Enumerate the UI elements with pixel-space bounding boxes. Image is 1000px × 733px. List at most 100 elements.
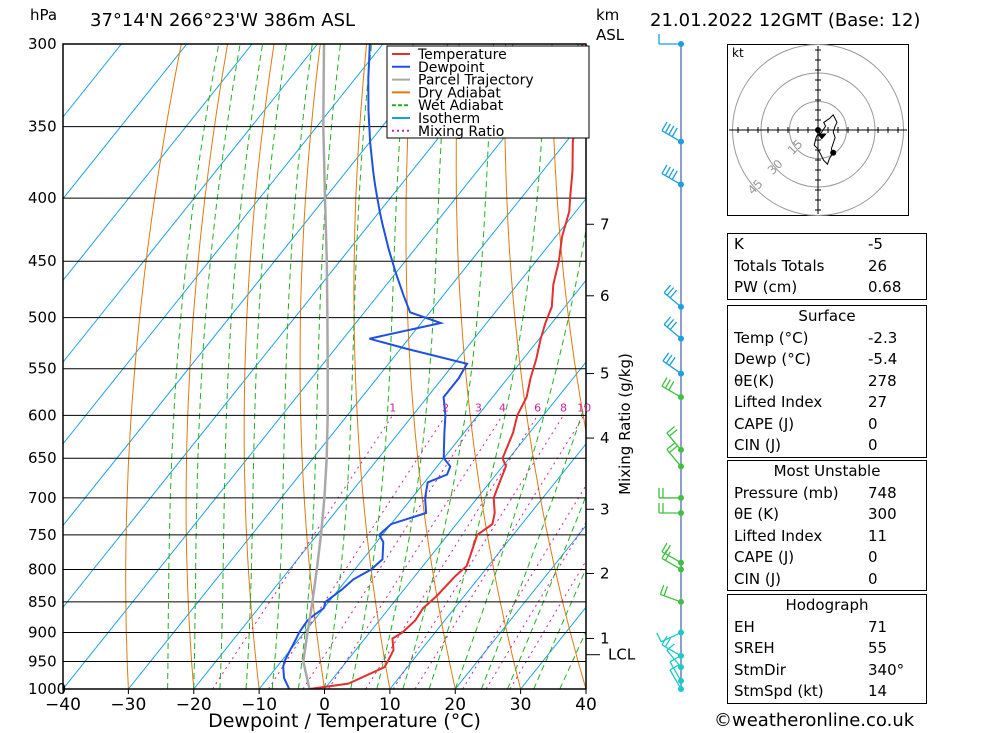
mixing-ratio-line xyxy=(462,484,586,689)
row-label: CAPE (J) xyxy=(734,548,795,566)
row-label: CIN (J) xyxy=(734,569,782,588)
mixing-ratio-line xyxy=(212,415,394,689)
wind-barb xyxy=(661,557,682,571)
x-tick-label: 30 xyxy=(510,695,532,715)
km-tick-label: 2 xyxy=(600,564,610,582)
hodo-trace xyxy=(813,113,838,166)
pressure-tick-label: 550 xyxy=(28,360,57,378)
row-value: -2.3 xyxy=(868,328,898,347)
wind-barb-flag xyxy=(666,287,675,296)
row-label: Lifted Index xyxy=(734,526,823,545)
x-tick-label: 40 xyxy=(575,695,597,715)
row-value: 300 xyxy=(868,505,897,523)
legend-label: Dry Adiabat xyxy=(418,85,501,101)
wind-barb-flag xyxy=(661,635,668,646)
mixing-ratio-label: 3 xyxy=(475,401,482,414)
row-label: SREH xyxy=(734,639,775,657)
wind-barb xyxy=(662,360,682,375)
wind-barb xyxy=(661,385,682,398)
mixing-ratio-label: 1 xyxy=(389,401,396,414)
table-row: StmSpd (kt) 14 xyxy=(728,681,926,703)
wind-barb-flag xyxy=(668,429,678,437)
temperature-line xyxy=(309,44,584,689)
row-value: 748 xyxy=(868,483,897,502)
mixing-ratio-line xyxy=(302,415,479,689)
row-label: θE (K) xyxy=(734,505,779,523)
wind-barb-flag xyxy=(664,551,671,561)
km-label: km xyxy=(596,6,620,24)
dry-adiabat xyxy=(405,44,456,689)
wind-barb xyxy=(666,649,682,668)
parcel-trajectory-line xyxy=(302,44,329,689)
table-row: Dewp (°C) -5.4 xyxy=(728,349,926,371)
mixing-ratio-line xyxy=(509,559,586,689)
wet-adiabat xyxy=(297,44,341,689)
km-tick-label: 7 xyxy=(600,215,610,233)
table-row: θE(K) 278 xyxy=(728,371,926,393)
wind-barb-flag xyxy=(664,379,671,389)
wind-barb xyxy=(669,661,682,682)
table-row: K -5 xyxy=(728,234,926,256)
legend-label: Dewpoint xyxy=(418,60,485,76)
row-label: CIN (J) xyxy=(734,436,782,454)
hodo-end-marker xyxy=(830,149,837,156)
wind-barb-flag xyxy=(661,542,668,553)
pressure-tick-label: 600 xyxy=(28,406,57,424)
wind-barb-flag xyxy=(661,164,668,174)
skewt-chart: 3003504004505005506006507007508008509009… xyxy=(28,34,684,732)
row-label: StmSpd (kt) xyxy=(734,682,824,700)
hodograph-table: Hodograph EH 71 SREH 55 StmDir 340° StmSpd (kt)… xyxy=(727,594,927,704)
datetime-label: 21.01.2022 12GMT (Base: 12) xyxy=(650,10,921,31)
isotherm xyxy=(193,197,586,689)
table-row: Totals Totals 26 xyxy=(728,256,926,278)
row-value: 0 xyxy=(868,414,878,433)
wind-barb-flag xyxy=(664,123,671,133)
pressure-tick-label: 700 xyxy=(28,489,57,507)
wet-adiabat xyxy=(533,567,586,689)
mixing-ratio-label: 4 xyxy=(499,401,506,414)
table-row: PW (cm) 0.68 xyxy=(728,277,926,299)
wind-barb-flag xyxy=(663,316,672,325)
wind-barb-flag xyxy=(668,381,675,391)
row-label: CAPE (J) xyxy=(734,414,795,433)
km-tick-label: 3 xyxy=(600,500,610,518)
dry-adiabat xyxy=(353,44,391,689)
km-tick-label: 6 xyxy=(600,287,610,305)
isotherm xyxy=(63,44,580,689)
row-value: -5 xyxy=(868,235,883,253)
wind-barb-flag xyxy=(663,586,669,596)
isotherm xyxy=(324,361,586,689)
hodo-unit-label: kt xyxy=(732,46,744,60)
wind-barb-flag xyxy=(669,321,678,331)
pressure-tick-label: 650 xyxy=(28,449,57,467)
pressure-tick-label: 500 xyxy=(28,309,57,327)
row-value: 278 xyxy=(868,371,897,390)
table-row: CIN (J) 0 xyxy=(728,569,926,591)
wind-barb-flag xyxy=(666,442,675,451)
wind-barb-flag xyxy=(661,121,668,131)
wind-barb-flag xyxy=(666,643,675,651)
row-value: 71 xyxy=(868,617,888,636)
km-tick-label: 4 xyxy=(600,429,610,447)
pressure-tick-label: 900 xyxy=(28,624,57,642)
table-row: SREH 55 xyxy=(728,638,926,660)
row-value: 26 xyxy=(868,256,888,275)
row-label: Totals Totals xyxy=(734,256,825,275)
wind-barb-flag xyxy=(659,584,665,595)
wet-adiabat xyxy=(245,44,287,689)
table-row: StmDir 340° xyxy=(728,660,926,682)
pressure-tick-label: 750 xyxy=(28,526,57,544)
table-row: EH 71 xyxy=(728,617,926,639)
hodo-storm-motion-marker xyxy=(816,133,827,140)
lcl-label: LCL xyxy=(608,646,636,664)
pressure-tick-label: 800 xyxy=(28,560,57,578)
wind-barb-flag xyxy=(668,168,675,178)
asl-label: ASL xyxy=(596,26,625,44)
wind-barb-flag xyxy=(669,656,679,663)
km-tick-label: 1 xyxy=(600,629,610,647)
wet-adiabat xyxy=(271,44,313,689)
table-title: Hodograph xyxy=(785,596,869,614)
table-row: Lifted Index 27 xyxy=(728,392,926,414)
